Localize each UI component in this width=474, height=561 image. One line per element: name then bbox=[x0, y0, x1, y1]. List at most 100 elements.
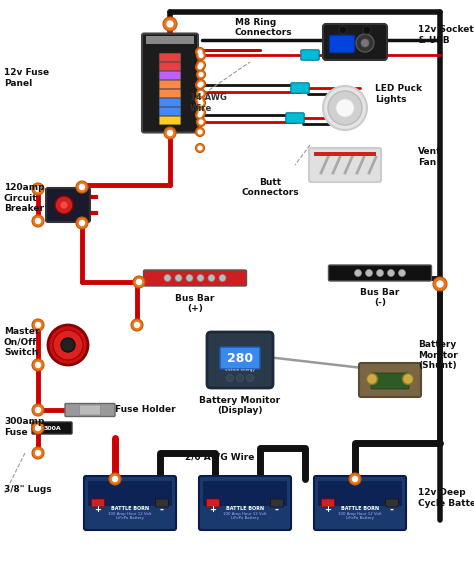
FancyBboxPatch shape bbox=[329, 35, 355, 53]
FancyBboxPatch shape bbox=[155, 499, 168, 507]
Text: +: + bbox=[325, 505, 331, 514]
FancyBboxPatch shape bbox=[159, 62, 181, 71]
Circle shape bbox=[199, 111, 203, 114]
FancyBboxPatch shape bbox=[286, 113, 304, 123]
Circle shape bbox=[80, 185, 84, 190]
Text: BATTLE BORN: BATTLE BORN bbox=[111, 505, 149, 511]
Circle shape bbox=[197, 117, 206, 126]
Circle shape bbox=[133, 276, 145, 288]
Circle shape bbox=[186, 274, 193, 282]
FancyBboxPatch shape bbox=[220, 347, 260, 369]
Text: victron energy: victron energy bbox=[225, 369, 255, 373]
FancyBboxPatch shape bbox=[159, 98, 181, 107]
FancyBboxPatch shape bbox=[84, 476, 176, 530]
Circle shape bbox=[60, 201, 68, 209]
Text: BATTLE BORN: BATTLE BORN bbox=[341, 505, 379, 511]
Circle shape bbox=[164, 274, 171, 282]
Circle shape bbox=[195, 95, 204, 104]
Circle shape bbox=[197, 99, 206, 108]
FancyBboxPatch shape bbox=[144, 270, 246, 286]
Text: +: + bbox=[210, 505, 217, 514]
Circle shape bbox=[55, 196, 73, 214]
Text: 12v Deep
Cycle Batteries: 12v Deep Cycle Batteries bbox=[418, 488, 474, 508]
Text: M8 Ring
Connectors: M8 Ring Connectors bbox=[235, 18, 292, 38]
Circle shape bbox=[199, 91, 203, 95]
Circle shape bbox=[246, 375, 254, 381]
Bar bbox=[314, 152, 376, 156]
Circle shape bbox=[328, 91, 362, 125]
Bar bbox=[146, 35, 194, 44]
Bar bbox=[88, 481, 172, 505]
Text: LED Puck
Lights: LED Puck Lights bbox=[375, 84, 422, 104]
Text: 100 Amp Hour 12 Volt
LiFePo Battery: 100 Amp Hour 12 Volt LiFePo Battery bbox=[223, 512, 267, 520]
Text: 12v Fuse
Panel: 12v Fuse Panel bbox=[4, 68, 49, 88]
Circle shape bbox=[32, 359, 44, 371]
FancyBboxPatch shape bbox=[385, 499, 399, 507]
Text: Bus Bar
(-): Bus Bar (-) bbox=[360, 288, 400, 307]
Text: 120amp
Circuit
Breaker: 120amp Circuit Breaker bbox=[4, 183, 45, 213]
FancyBboxPatch shape bbox=[323, 24, 387, 60]
Circle shape bbox=[376, 269, 383, 277]
Text: 14 AWG
Wire: 14 AWG Wire bbox=[190, 93, 227, 113]
FancyBboxPatch shape bbox=[159, 116, 181, 125]
Circle shape bbox=[36, 218, 40, 223]
Text: Fuse Holder: Fuse Holder bbox=[115, 406, 176, 415]
Circle shape bbox=[227, 375, 234, 381]
Circle shape bbox=[361, 39, 369, 47]
Circle shape bbox=[336, 99, 354, 117]
Circle shape bbox=[197, 274, 204, 282]
Text: +: + bbox=[94, 505, 101, 514]
Circle shape bbox=[197, 61, 206, 70]
Circle shape bbox=[199, 101, 203, 105]
Text: 300A: 300A bbox=[43, 425, 61, 430]
Circle shape bbox=[163, 17, 177, 31]
Circle shape bbox=[195, 62, 204, 71]
FancyBboxPatch shape bbox=[159, 53, 181, 62]
Circle shape bbox=[198, 146, 202, 150]
FancyBboxPatch shape bbox=[159, 89, 181, 98]
Circle shape bbox=[198, 83, 202, 87]
Circle shape bbox=[197, 70, 206, 79]
Circle shape bbox=[198, 130, 202, 134]
Circle shape bbox=[175, 274, 182, 282]
FancyBboxPatch shape bbox=[271, 499, 283, 507]
Text: Master
On/Off
Switch: Master On/Off Switch bbox=[4, 327, 39, 357]
FancyBboxPatch shape bbox=[91, 499, 104, 507]
Bar bbox=[203, 481, 287, 505]
Circle shape bbox=[339, 26, 347, 34]
Text: 300amp
Fuse: 300amp Fuse bbox=[4, 417, 45, 436]
FancyBboxPatch shape bbox=[159, 80, 181, 89]
FancyBboxPatch shape bbox=[65, 403, 115, 416]
Circle shape bbox=[53, 330, 83, 360]
Circle shape bbox=[197, 80, 206, 89]
Circle shape bbox=[135, 323, 139, 328]
Circle shape bbox=[402, 374, 413, 384]
Circle shape bbox=[219, 274, 226, 282]
Circle shape bbox=[366, 374, 377, 384]
Text: 2/0 AWG Wire: 2/0 AWG Wire bbox=[185, 452, 255, 461]
FancyBboxPatch shape bbox=[359, 363, 421, 397]
Circle shape bbox=[137, 279, 142, 284]
FancyBboxPatch shape bbox=[301, 50, 319, 60]
FancyBboxPatch shape bbox=[328, 265, 431, 281]
Circle shape bbox=[32, 447, 44, 459]
FancyBboxPatch shape bbox=[321, 499, 335, 507]
FancyBboxPatch shape bbox=[207, 499, 219, 507]
Circle shape bbox=[399, 269, 405, 277]
Circle shape bbox=[131, 319, 143, 331]
Bar bbox=[318, 481, 402, 505]
FancyBboxPatch shape bbox=[32, 422, 72, 434]
Circle shape bbox=[32, 319, 44, 331]
Circle shape bbox=[363, 26, 371, 34]
FancyBboxPatch shape bbox=[46, 188, 90, 222]
Text: Bus Bar
(+): Bus Bar (+) bbox=[175, 294, 215, 314]
Circle shape bbox=[36, 186, 40, 191]
Circle shape bbox=[198, 65, 202, 69]
Circle shape bbox=[36, 450, 40, 456]
FancyBboxPatch shape bbox=[207, 332, 273, 388]
Circle shape bbox=[195, 48, 204, 57]
Circle shape bbox=[199, 72, 203, 76]
Circle shape bbox=[388, 269, 394, 277]
Circle shape bbox=[32, 404, 44, 416]
Circle shape bbox=[32, 183, 44, 195]
